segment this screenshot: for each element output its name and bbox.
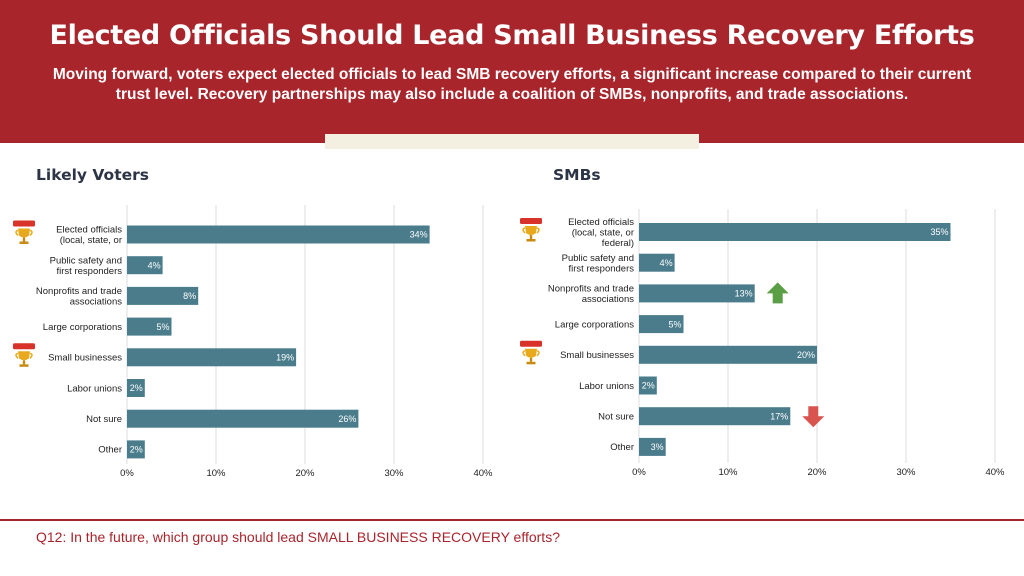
category-label: Labor unions (579, 381, 634, 392)
category-label: Labor unions (67, 383, 122, 394)
bar (639, 223, 951, 241)
footer-divider (0, 519, 1024, 521)
bar (127, 225, 430, 244)
bar (127, 409, 359, 428)
category-label: Large corporations (43, 322, 122, 333)
bar (639, 284, 755, 303)
data-label: 3% (651, 442, 664, 452)
bar (639, 376, 657, 395)
x-tick-label: 20% (295, 468, 315, 479)
arrow-down-icon (802, 406, 825, 428)
trophy-cup (18, 351, 30, 361)
trophy-base (526, 239, 536, 242)
bar (127, 286, 199, 305)
x-tick-label: 10% (206, 468, 226, 479)
bar (127, 440, 145, 459)
category-label: Elected officials (local, state, or federa… (568, 217, 634, 249)
trophy-icon (520, 218, 542, 242)
trophy-handle-right (536, 227, 540, 234)
page-title: Elected Officials Should Lead Small Busi… (49, 20, 975, 51)
trophy-stem (22, 360, 26, 365)
header-banner: Elected Officials Should Lead Small Busi… (0, 0, 1024, 143)
likely-voters-chart: 0% 10% 20% 30% 40% 34% Elected officials (local… (13, 205, 493, 479)
trophy-base (19, 241, 29, 244)
bar (639, 253, 675, 272)
data-label: 26% (338, 414, 356, 424)
data-label: 13% (735, 289, 753, 299)
data-label: 35% (930, 227, 948, 237)
page-subtitle: Moving forward, voters expect elected of… (52, 66, 972, 103)
x-tick-label: 40% (473, 468, 493, 479)
data-label: 8% (183, 291, 196, 301)
x-tick-label: 30% (384, 468, 404, 479)
data-label: 2% (130, 383, 143, 393)
trophy-base (19, 364, 29, 367)
data-label: 4% (660, 258, 673, 268)
trophy-stem (529, 357, 533, 362)
trophy-icon (520, 340, 542, 365)
trophy-ribbon (520, 218, 542, 224)
bar (127, 317, 172, 336)
x-tick-label: 30% (896, 467, 916, 478)
data-label: 5% (156, 322, 169, 332)
smbs-chart: 0% 10% 20% 30% 40% 35% Elected officials (local… (520, 209, 1005, 478)
data-label: 17% (770, 411, 788, 421)
trophy-stem (529, 235, 533, 239)
trophy-cup (525, 226, 537, 235)
data-label: 4% (148, 260, 161, 270)
trophy-icon (13, 343, 35, 367)
bar (639, 437, 666, 456)
data-label: 20% (797, 350, 815, 360)
x-tick-label: 20% (807, 467, 827, 478)
trophy-ribbon (520, 340, 542, 347)
trophy-handle-left (522, 350, 526, 357)
trophy-handle-right (536, 350, 540, 357)
category-label: Not sure (86, 414, 122, 425)
category-label: Large corporations (555, 319, 634, 330)
category-label: Other (610, 442, 634, 453)
x-tick-label: 0% (632, 467, 646, 478)
x-tick-label: 0% (120, 468, 134, 479)
arrow-up-icon (766, 282, 789, 304)
trophy-handle-right (29, 229, 33, 237)
trophy-cup (525, 348, 537, 358)
data-label: 34% (410, 230, 428, 240)
bar (639, 345, 817, 364)
x-tick-label: 40% (985, 467, 1005, 478)
data-label: 5% (668, 319, 681, 329)
bar (127, 379, 145, 397)
category-label: Nonprofits and trade associations (548, 283, 634, 305)
chart-title-smbs: SMBs (553, 166, 601, 184)
category-label: Not sure (598, 412, 634, 423)
category-label: Small businesses (560, 350, 634, 361)
trophy-stem (22, 237, 26, 242)
data-label: 19% (276, 353, 294, 363)
trophy-icon (13, 220, 35, 244)
trophy-handle-left (15, 229, 19, 237)
trophy-ribbon (13, 220, 35, 227)
category-label: Elected officials (local, state, or (56, 225, 122, 247)
bar (127, 348, 297, 367)
trophy-ribbon (13, 343, 35, 350)
category-label: Public safety and first responders (50, 255, 123, 277)
trophy-cup (18, 228, 30, 238)
chart-title-likely-voters: Likely Voters (36, 166, 149, 184)
trophy-handle-left (15, 352, 19, 359)
bar (639, 315, 684, 334)
category-label: Small businesses (48, 353, 122, 364)
trophy-handle-right (29, 352, 33, 359)
x-tick-label: 10% (718, 467, 738, 478)
bar (639, 407, 791, 426)
category-label: Other (98, 445, 122, 456)
data-label: 2% (642, 381, 655, 391)
bar (127, 256, 163, 275)
trophy-base (526, 361, 536, 365)
category-label: Nonprofits and trade associations (36, 286, 122, 308)
data-label: 2% (130, 445, 143, 455)
category-label: Public safety and first responders (562, 253, 635, 275)
survey-question: Q12: In the future, which group should l… (36, 529, 560, 545)
header-tab-strip (325, 134, 699, 149)
trophy-handle-left (522, 227, 526, 234)
